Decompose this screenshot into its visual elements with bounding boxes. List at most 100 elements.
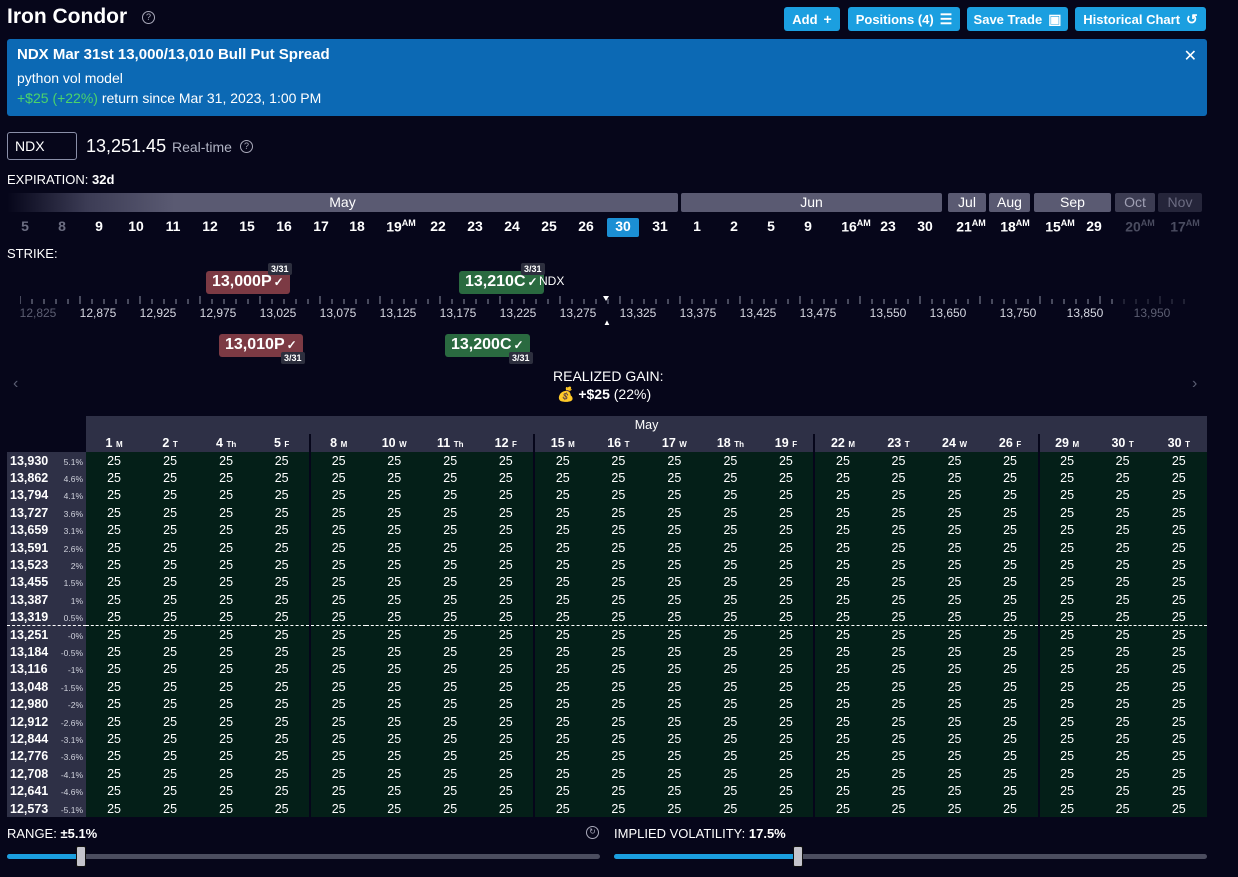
pnl-cell[interactable]: 25	[646, 695, 703, 713]
pnl-cell[interactable]: 25	[198, 504, 255, 522]
pnl-cell[interactable]: 25	[702, 452, 759, 470]
pnl-cell[interactable]: 25	[422, 730, 479, 748]
pnl-cell[interactable]: 25	[758, 591, 815, 609]
pnl-cell[interactable]: 25	[422, 486, 479, 505]
pnl-cell[interactable]: 25	[198, 469, 255, 487]
pnl-cell[interactable]: 25	[366, 747, 423, 766]
help-icon[interactable]: ?	[240, 140, 253, 153]
pnl-cell[interactable]: 25	[254, 730, 311, 748]
pnl-cell[interactable]: 25	[870, 538, 927, 557]
pnl-cell[interactable]: 25	[590, 608, 647, 627]
pnl-cell[interactable]: 25	[142, 469, 199, 487]
pnl-cell[interactable]: 25	[590, 538, 647, 557]
expiration-day[interactable]: 9	[804, 218, 812, 234]
strike-tick-label[interactable]: 13,425	[739, 306, 777, 320]
pnl-cell[interactable]: 25	[926, 747, 983, 766]
pnl-cell[interactable]: 25	[758, 469, 815, 487]
strike-tick-label[interactable]: 13,650	[929, 306, 967, 320]
pnl-cell[interactable]: 25	[982, 765, 1039, 783]
pnl-cell[interactable]: 25	[1150, 538, 1207, 557]
pnl-cell[interactable]: 25	[309, 678, 367, 696]
pnl-cell[interactable]: 25	[813, 556, 871, 574]
pnl-cell[interactable]: 25	[758, 556, 815, 574]
pnl-cell[interactable]: 25	[813, 660, 871, 679]
pnl-cell[interactable]: 25	[422, 591, 479, 609]
pnl-cell[interactable]: 25	[1150, 782, 1207, 800]
pnl-cell[interactable]: 25	[533, 556, 591, 574]
pnl-cell[interactable]: 25	[702, 504, 759, 522]
pnl-cell[interactable]: 25	[1150, 695, 1207, 713]
pnl-cell[interactable]: 25	[254, 556, 311, 574]
pnl-cell[interactable]: 25	[702, 469, 759, 487]
pnl-cell[interactable]: 25	[982, 712, 1039, 731]
pnl-cell[interactable]: 25	[198, 625, 255, 644]
pnl-cell[interactable]: 25	[870, 695, 927, 713]
pnl-cell[interactable]: 25	[309, 799, 367, 818]
pnl-cell[interactable]: 25	[1094, 469, 1151, 487]
pnl-cell[interactable]: 25	[1094, 573, 1151, 592]
pnl-cell[interactable]: 25	[422, 695, 479, 713]
pnl-cell[interactable]: 25	[478, 608, 535, 627]
pnl-cell[interactable]: 25	[254, 660, 311, 679]
pnl-cell[interactable]: 25	[309, 625, 367, 644]
pnl-cell[interactable]: 25	[1094, 747, 1151, 766]
pnl-cell[interactable]: 25	[870, 469, 927, 487]
pnl-cell[interactable]: 25	[646, 678, 703, 696]
month-jun[interactable]: Jun	[681, 193, 942, 212]
pnl-cell[interactable]: 25	[590, 573, 647, 592]
pnl-cell[interactable]: 25	[870, 660, 927, 679]
pnl-cell[interactable]: 25	[702, 521, 759, 539]
pnl-cell[interactable]: 25	[254, 712, 311, 731]
pnl-cell[interactable]: 25	[198, 486, 255, 505]
pnl-cell[interactable]: 25	[309, 591, 367, 609]
pnl-cell[interactable]: 25	[422, 504, 479, 522]
expiration-day[interactable]: 24	[504, 218, 520, 234]
pnl-cell[interactable]: 25	[813, 521, 871, 539]
pnl-cell[interactable]: 25	[309, 712, 367, 731]
pnl-cell[interactable]: 25	[478, 695, 535, 713]
pnl-cell[interactable]: 25	[1094, 730, 1151, 748]
pnl-cell[interactable]: 25	[646, 765, 703, 783]
pnl-cell[interactable]: 25	[1150, 591, 1207, 609]
pnl-cell[interactable]: 25	[422, 469, 479, 487]
expiration-day[interactable]: 1	[693, 218, 701, 234]
pnl-cell[interactable]: 25	[870, 521, 927, 539]
expiration-day[interactable]: 23	[467, 218, 483, 234]
pnl-cell[interactable]: 25	[813, 678, 871, 696]
pnl-cell[interactable]: 25	[86, 765, 143, 783]
pnl-cell[interactable]: 25	[198, 538, 255, 557]
pnl-cell[interactable]: 25	[198, 452, 255, 470]
pnl-cell[interactable]: 25	[646, 782, 703, 800]
pnl-cell[interactable]: 25	[478, 730, 535, 748]
pnl-cell[interactable]: 25	[309, 765, 367, 783]
pnl-cell[interactable]: 25	[478, 452, 535, 470]
pnl-cell[interactable]: 25	[813, 747, 871, 766]
pnl-cell[interactable]: 25	[254, 695, 311, 713]
pnl-cell[interactable]: 25	[366, 730, 423, 748]
pnl-cell[interactable]: 25	[1094, 486, 1151, 505]
pnl-cell[interactable]: 25	[813, 469, 871, 487]
pnl-cell[interactable]: 25	[142, 799, 199, 818]
pnl-cell[interactable]: 25	[590, 469, 647, 487]
pnl-cell[interactable]: 25	[86, 521, 143, 539]
pnl-cell[interactable]: 25	[142, 556, 199, 574]
chevron-right-icon[interactable]: ›	[1192, 375, 1198, 392]
strike-tick-label[interactable]: 13,475	[799, 306, 837, 320]
expiration-day[interactable]: 20AM	[1125, 218, 1155, 235]
month-jul[interactable]: Jul	[948, 193, 986, 212]
pnl-cell[interactable]: 25	[198, 730, 255, 748]
pnl-cell[interactable]: 25	[646, 573, 703, 592]
pnl-cell[interactable]: 25	[1037, 625, 1095, 644]
pnl-cell[interactable]: 25	[1037, 573, 1095, 592]
pnl-cell[interactable]: 25	[982, 504, 1039, 522]
pnl-cell[interactable]: 25	[86, 504, 143, 522]
pnl-cell[interactable]: 25	[813, 573, 871, 592]
pnl-cell[interactable]: 25	[758, 782, 815, 800]
expiration-day[interactable]: 15	[239, 218, 255, 234]
pnl-cell[interactable]: 25	[478, 799, 535, 818]
pnl-cell[interactable]: 25	[254, 765, 311, 783]
pnl-cell[interactable]: 25	[1150, 765, 1207, 783]
pnl-cell[interactable]: 25	[870, 608, 927, 627]
pnl-cell[interactable]: 25	[142, 608, 199, 627]
pnl-cell[interactable]: 25	[926, 799, 983, 818]
